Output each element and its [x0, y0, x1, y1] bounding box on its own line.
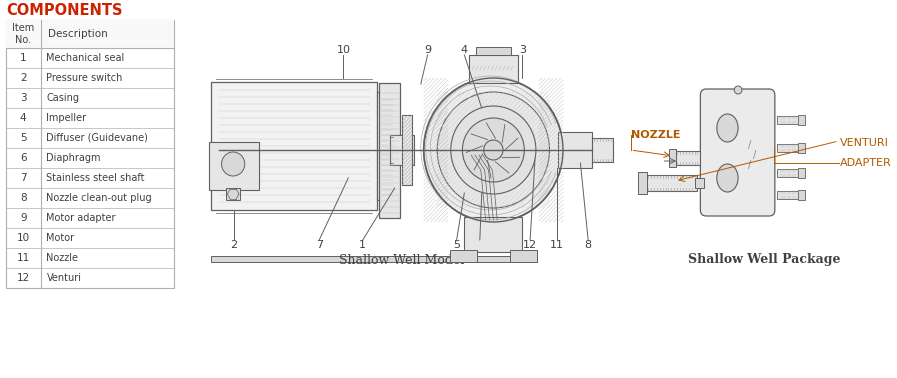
FancyBboxPatch shape — [701, 89, 775, 216]
Text: Shallow Well Model: Shallow Well Model — [339, 254, 464, 266]
Bar — [639, 172, 647, 194]
Bar — [449, 250, 477, 262]
Text: Mechanical seal: Mechanical seal — [47, 53, 125, 63]
Text: 11: 11 — [16, 253, 30, 263]
Circle shape — [437, 92, 550, 208]
Bar — [675, 151, 701, 165]
Circle shape — [451, 106, 536, 194]
Text: 2: 2 — [20, 73, 27, 83]
Text: 7: 7 — [316, 240, 323, 250]
Text: ADAPTER: ADAPTER — [840, 158, 892, 168]
Text: COMPONENTS: COMPONENTS — [5, 3, 122, 18]
Text: Diffuser (Guidevane): Diffuser (Guidevane) — [47, 133, 148, 143]
Bar — [777, 116, 801, 124]
Text: Shallow Well Package: Shallow Well Package — [688, 254, 840, 266]
Text: Nozzle clean-out plug: Nozzle clean-out plug — [47, 193, 152, 203]
Text: /: / — [748, 160, 752, 170]
Text: 10: 10 — [336, 45, 351, 55]
Bar — [226, 188, 239, 200]
Text: Impeller: Impeller — [47, 113, 86, 123]
Circle shape — [423, 78, 563, 222]
Text: /: / — [748, 140, 752, 150]
Bar — [798, 143, 805, 153]
Text: 11: 11 — [550, 240, 564, 250]
Bar — [798, 115, 805, 125]
Text: 9: 9 — [20, 213, 27, 223]
Bar — [5, 20, 174, 48]
Text: 2: 2 — [231, 240, 238, 250]
Ellipse shape — [717, 114, 738, 142]
Bar — [777, 191, 801, 199]
Bar — [592, 138, 614, 162]
Text: Motor adapter: Motor adapter — [47, 213, 116, 223]
Bar — [694, 178, 704, 188]
Text: Description: Description — [48, 29, 109, 39]
Text: 3: 3 — [518, 45, 526, 55]
Bar — [798, 190, 805, 200]
Text: 6: 6 — [476, 240, 483, 250]
Bar — [509, 250, 537, 262]
Text: Pressure switch: Pressure switch — [47, 73, 123, 83]
Text: Diaphragm: Diaphragm — [47, 153, 101, 163]
Text: 4: 4 — [20, 113, 27, 123]
Text: 8: 8 — [20, 193, 27, 203]
Text: 6: 6 — [20, 153, 27, 163]
Text: 5: 5 — [20, 133, 27, 143]
Bar — [211, 82, 378, 210]
Text: Motor: Motor — [47, 233, 74, 243]
Bar — [646, 175, 696, 191]
Circle shape — [222, 152, 245, 176]
Text: 7: 7 — [20, 173, 27, 183]
Text: 12: 12 — [523, 240, 537, 250]
Bar — [558, 132, 592, 168]
Text: 10: 10 — [17, 233, 30, 243]
Bar — [798, 168, 805, 178]
Bar — [777, 144, 801, 152]
Text: /: / — [753, 150, 756, 160]
Text: 5: 5 — [453, 240, 460, 250]
Text: Casing: Casing — [47, 93, 80, 103]
Bar — [378, 92, 395, 200]
Bar — [390, 135, 414, 165]
Text: Nozzle: Nozzle — [47, 253, 78, 263]
Bar — [5, 20, 174, 288]
Text: Stainless steel shaft: Stainless steel shaft — [47, 173, 145, 183]
Text: 12: 12 — [16, 273, 30, 283]
Bar — [211, 256, 537, 262]
Circle shape — [735, 86, 742, 94]
Bar — [469, 55, 518, 83]
Text: 1: 1 — [20, 53, 27, 63]
Text: 1: 1 — [360, 240, 366, 250]
Bar — [669, 149, 676, 167]
Ellipse shape — [717, 164, 738, 192]
Bar — [379, 83, 400, 218]
Text: Item
No.: Item No. — [12, 23, 34, 45]
Text: 3: 3 — [20, 93, 27, 103]
Circle shape — [483, 140, 503, 160]
Text: 9: 9 — [424, 45, 431, 55]
Bar — [209, 142, 259, 190]
Bar — [476, 47, 510, 55]
Text: NOZZLE: NOZZLE — [631, 130, 680, 140]
Bar — [465, 217, 522, 252]
Circle shape — [462, 118, 525, 182]
Text: 4: 4 — [461, 45, 468, 55]
Text: VENTURI: VENTURI — [840, 138, 889, 148]
Text: Venturi: Venturi — [47, 273, 82, 283]
Text: 8: 8 — [585, 240, 592, 250]
Bar — [403, 115, 412, 185]
Bar — [777, 169, 801, 177]
